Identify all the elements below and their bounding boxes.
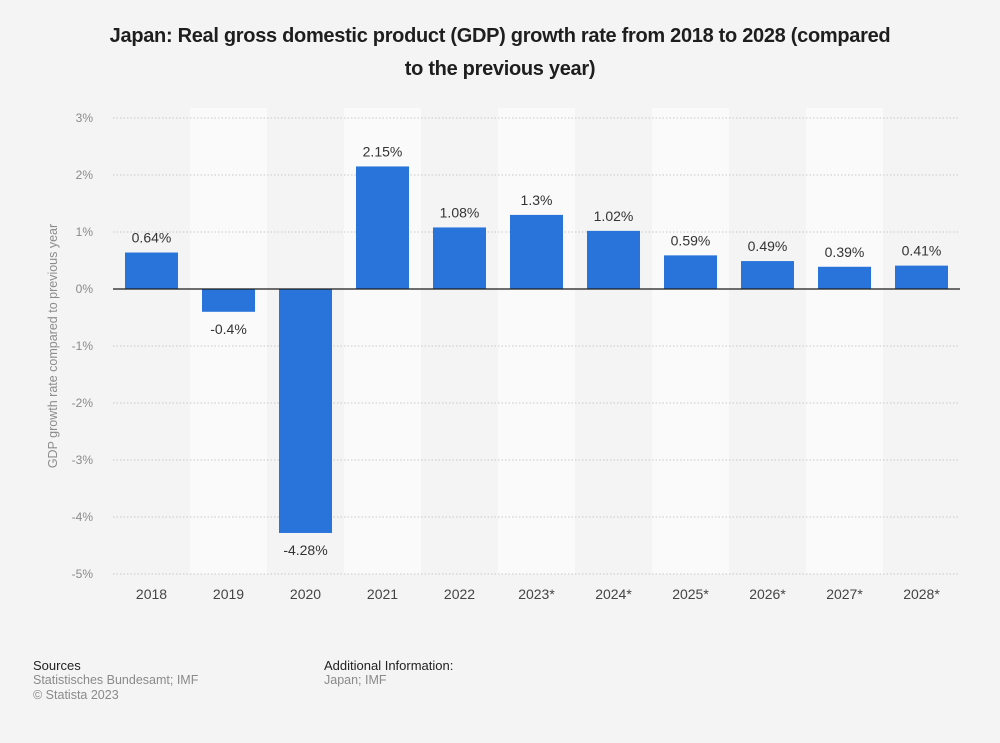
data-label: 0.59% <box>671 232 711 248</box>
bar <box>587 230 640 289</box>
sources-text: Statistisches Bundesamt; IMF <box>33 673 199 687</box>
bar <box>433 227 486 289</box>
chart-title: Japan: Real gross domestic product (GDP)… <box>50 20 950 86</box>
data-label: -0.4% <box>210 321 247 337</box>
column-band <box>806 108 883 574</box>
x-tick-label: 2024* <box>595 586 632 602</box>
column-band <box>652 108 729 574</box>
y-tick-label: -2% <box>72 396 94 410</box>
x-tick-label: 2019 <box>213 586 244 602</box>
data-label: 1.3% <box>521 192 553 208</box>
y-axis-ticks: 3% 2% 1% 0% -1% -2% -3% -4% -5% <box>72 111 94 581</box>
bar-chart: 3% 2% 1% 0% -1% -2% -3% -4% -5% 0.64% -0.4% -4.28%… <box>46 108 960 602</box>
x-tick-label: 2028* <box>903 586 940 602</box>
data-label: 0.64% <box>132 230 172 246</box>
chart-title-line-2: to the previous year) <box>404 58 596 80</box>
additional-info-heading: Additional Information: <box>324 658 454 673</box>
data-label: 0.39% <box>825 244 865 260</box>
x-axis-ticks: 2018 2019 2020 2021 2022 2023* 2024* 2025* 2026*… <box>136 586 940 602</box>
sources-heading: Sources <box>33 658 81 673</box>
y-tick-label: 1% <box>76 225 94 239</box>
chart-title-line-1: Japan: Real gross domestic product (GDP)… <box>109 25 891 47</box>
data-label: 0.41% <box>902 243 942 259</box>
y-tick-label: 0% <box>76 282 94 296</box>
bar <box>356 166 409 289</box>
data-label: 2.15% <box>363 143 403 159</box>
data-label: 1.02% <box>594 208 634 224</box>
bars <box>125 166 948 533</box>
column-bands <box>190 108 883 574</box>
bar <box>125 252 178 289</box>
y-tick-label: -5% <box>72 567 94 581</box>
y-tick-label: 2% <box>76 168 94 182</box>
x-tick-label: 2027* <box>826 586 863 602</box>
y-axis-label: GDP growth rate compared to previous yea… <box>46 224 60 468</box>
x-tick-label: 2021 <box>367 586 398 602</box>
bar <box>664 255 717 289</box>
bar <box>895 265 948 289</box>
data-label: 0.49% <box>748 238 788 254</box>
copyright-text: © Statista 2023 <box>33 688 119 702</box>
additional-info-text: Japan; IMF <box>324 673 387 687</box>
x-tick-label: 2018 <box>136 586 167 602</box>
y-tick-label: -4% <box>72 510 94 524</box>
column-band <box>190 108 267 574</box>
x-tick-label: 2022 <box>444 586 475 602</box>
bar <box>818 266 871 289</box>
x-tick-label: 2025* <box>672 586 709 602</box>
data-labels: 0.64% -0.4% -4.28% 2.15% 1.08% 1.3% 1.02% 0.59%… <box>132 143 942 558</box>
x-tick-label: 2026* <box>749 586 786 602</box>
bar <box>510 214 563 289</box>
data-label: 1.08% <box>440 204 480 220</box>
column-band <box>498 108 575 574</box>
y-tick-label: -3% <box>72 453 94 467</box>
y-tick-label: 3% <box>76 111 94 125</box>
y-tick-label: -1% <box>72 339 94 353</box>
bar <box>741 261 794 289</box>
x-tick-label: 2023* <box>518 586 555 602</box>
additional-info-section: Additional Information: Japan; IMF <box>324 658 453 688</box>
sources-section: Sources Statistisches Bundesamt; IMF © S… <box>33 658 198 703</box>
bar <box>202 289 255 312</box>
x-tick-label: 2020 <box>290 586 321 602</box>
data-label: -4.28% <box>283 542 327 558</box>
bar <box>279 289 332 533</box>
